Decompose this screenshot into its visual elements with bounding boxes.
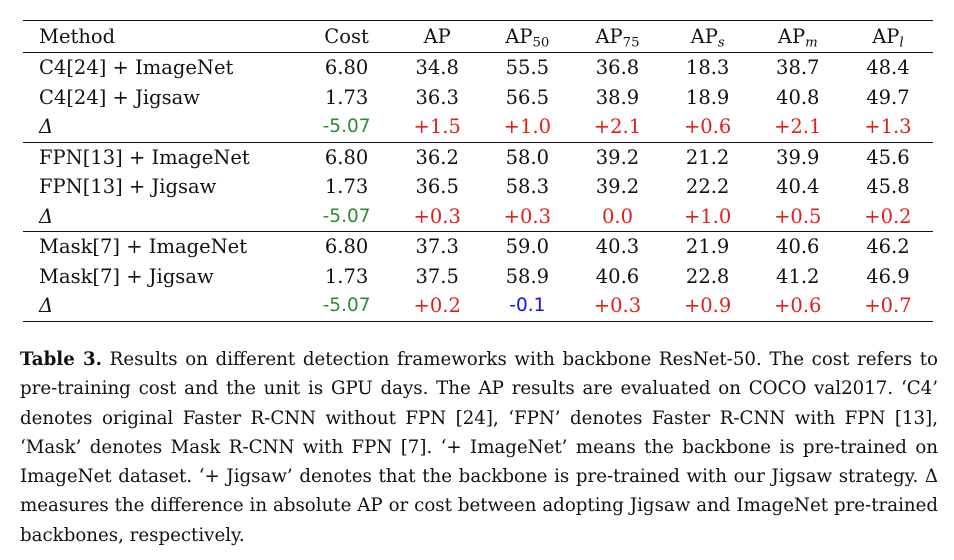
table-row: Δ -5.07 +0.2 -0.1 +0.3 +0.9 +0.6 +0.7 xyxy=(23,291,933,322)
value-cell: 40.8 xyxy=(776,85,820,109)
value-cell: 46.2 xyxy=(842,231,933,262)
delta-value-cell: +1.5 xyxy=(413,115,461,139)
method-cell: C4[24] + ImageNet xyxy=(23,52,301,83)
value-cell: 58.3 xyxy=(505,175,550,199)
delta-value-cell: +1.3 xyxy=(864,115,912,139)
delta-value-cell: +2.1 xyxy=(774,115,822,139)
method-cell: FPN[13] + ImageNet xyxy=(23,141,301,172)
value-cell: 56.5 xyxy=(505,85,550,109)
header-apm: APm xyxy=(752,20,843,53)
value-cell: 1.73 xyxy=(324,85,369,109)
value-cell: 55.5 xyxy=(482,52,573,83)
table-row: Mask[7] + Jigsaw 1.73 37.5 58.9 40.6 22.8 41.2… xyxy=(23,262,933,292)
delta-value-cell: +1.0 xyxy=(503,115,552,139)
method-cell: FPN[13] + Jigsaw xyxy=(39,175,217,199)
value-cell: 39.9 xyxy=(752,141,843,172)
table-row: Mask[7] + ImageNet 6.80 37.3 59.0 40.3 21.9 40… xyxy=(23,231,933,262)
delta-value-cell: +0.3 xyxy=(503,204,552,228)
caption-label: Table 3. xyxy=(20,349,102,370)
value-cell: 40.3 xyxy=(572,231,663,262)
results-table: Method Cost AP AP50 AP75 APs APm APl C4[… xyxy=(23,20,933,322)
value-cell: 21.2 xyxy=(662,141,753,172)
value-cell: 41.2 xyxy=(776,264,820,288)
results-table-container: Method Cost AP AP50 AP75 APs APm APl C4[… xyxy=(23,20,933,322)
delta-value-cell: -5.07 xyxy=(322,205,371,227)
value-cell: 39.2 xyxy=(572,141,663,172)
delta-value-cell: -5.07 xyxy=(301,291,393,322)
value-cell: 18.9 xyxy=(685,85,730,109)
value-cell: 36.8 xyxy=(572,52,663,83)
header-method: Method xyxy=(23,20,301,53)
delta-value-cell: +0.7 xyxy=(842,291,933,322)
header-cost: Cost xyxy=(301,20,393,53)
table-row: Δ -5.07 +0.3 +0.3 0.0 +1.0 +0.5 +0.2 xyxy=(23,202,933,232)
delta-value-cell: +0.3 xyxy=(572,291,663,322)
table-header-row: Method Cost AP AP50 AP75 APs APm APl xyxy=(23,20,933,53)
value-cell: 38.9 xyxy=(595,85,640,109)
value-cell: 36.3 xyxy=(415,85,459,109)
header-apl: APl xyxy=(842,20,933,53)
value-cell: 36.2 xyxy=(392,141,483,172)
method-cell: Mask[7] + Jigsaw xyxy=(39,264,214,288)
table-body: C4[24] + ImageNet 6.80 34.8 55.5 36.8 18.3 38.… xyxy=(23,52,933,322)
value-cell: 1.73 xyxy=(324,264,369,288)
delta-value-cell: +0.5 xyxy=(774,204,822,228)
value-cell: 58.9 xyxy=(505,264,550,288)
delta-value-cell: +0.6 xyxy=(752,291,843,322)
delta-value-cell: -0.1 xyxy=(482,291,573,322)
delta-value-cell: +1.0 xyxy=(683,204,732,228)
header-aps: APs xyxy=(662,20,753,53)
value-cell: 40.6 xyxy=(595,264,640,288)
header-ap75: AP75 xyxy=(572,20,663,53)
value-cell: 40.4 xyxy=(776,175,820,199)
value-cell: 45.8 xyxy=(866,175,910,199)
value-cell: 6.80 xyxy=(301,52,393,83)
value-cell: 36.5 xyxy=(415,175,459,199)
table-caption: Table 3. Results on different detection … xyxy=(20,345,938,550)
value-cell: 37.5 xyxy=(415,264,459,288)
value-cell: 18.3 xyxy=(662,52,753,83)
delta-value-cell: +0.2 xyxy=(864,204,912,228)
value-cell: 37.3 xyxy=(392,231,483,262)
value-cell: 21.9 xyxy=(662,231,753,262)
method-cell: C4[24] + Jigsaw xyxy=(39,85,200,109)
delta-label: Δ xyxy=(39,115,54,139)
delta-value-cell: +0.3 xyxy=(413,204,461,228)
table-row: C4[24] + Jigsaw 1.73 36.3 56.5 38.9 18.9 40.8 4… xyxy=(23,83,933,113)
value-cell: 6.80 xyxy=(301,231,393,262)
table-row: FPN[13] + ImageNet 6.80 36.2 58.0 39.2 21.2 39… xyxy=(23,141,933,172)
caption-text: Results on different detection framework… xyxy=(20,349,938,546)
value-cell: 22.2 xyxy=(685,175,730,199)
delta-label: Δ xyxy=(23,291,301,322)
table-row: FPN[13] + Jigsaw 1.73 36.5 58.3 39.2 22.2 40.4… xyxy=(23,172,933,202)
table-row: Δ -5.07 +1.5 +1.0 +2.1 +0.6 +2.1 +1.3 xyxy=(23,112,933,142)
value-cell: 48.4 xyxy=(842,52,933,83)
delta-value-cell: -5.07 xyxy=(322,116,371,138)
value-cell: 45.6 xyxy=(842,141,933,172)
value-cell: 34.8 xyxy=(392,52,483,83)
value-cell: 58.0 xyxy=(482,141,573,172)
delta-label: Δ xyxy=(39,204,54,228)
table-row: C4[24] + ImageNet 6.80 34.8 55.5 36.8 18.3 38.… xyxy=(23,52,933,83)
value-cell: 38.7 xyxy=(752,52,843,83)
delta-value-cell: +0.6 xyxy=(683,115,732,139)
header-ap: AP xyxy=(392,20,483,53)
value-cell: 40.6 xyxy=(752,231,843,262)
method-cell: Mask[7] + ImageNet xyxy=(23,231,301,262)
delta-value-cell: +0.2 xyxy=(392,291,483,322)
value-cell: 59.0 xyxy=(482,231,573,262)
value-cell: 6.80 xyxy=(301,141,393,172)
value-cell: 1.73 xyxy=(324,175,369,199)
delta-value-cell: +2.1 xyxy=(593,115,642,139)
value-cell: 49.7 xyxy=(866,85,910,109)
delta-value-cell: 0.0 xyxy=(601,204,633,228)
value-cell: 46.9 xyxy=(866,264,910,288)
header-ap50: AP50 xyxy=(482,20,573,53)
value-cell: 39.2 xyxy=(595,175,640,199)
value-cell: 22.8 xyxy=(685,264,730,288)
delta-value-cell: +0.9 xyxy=(662,291,753,322)
